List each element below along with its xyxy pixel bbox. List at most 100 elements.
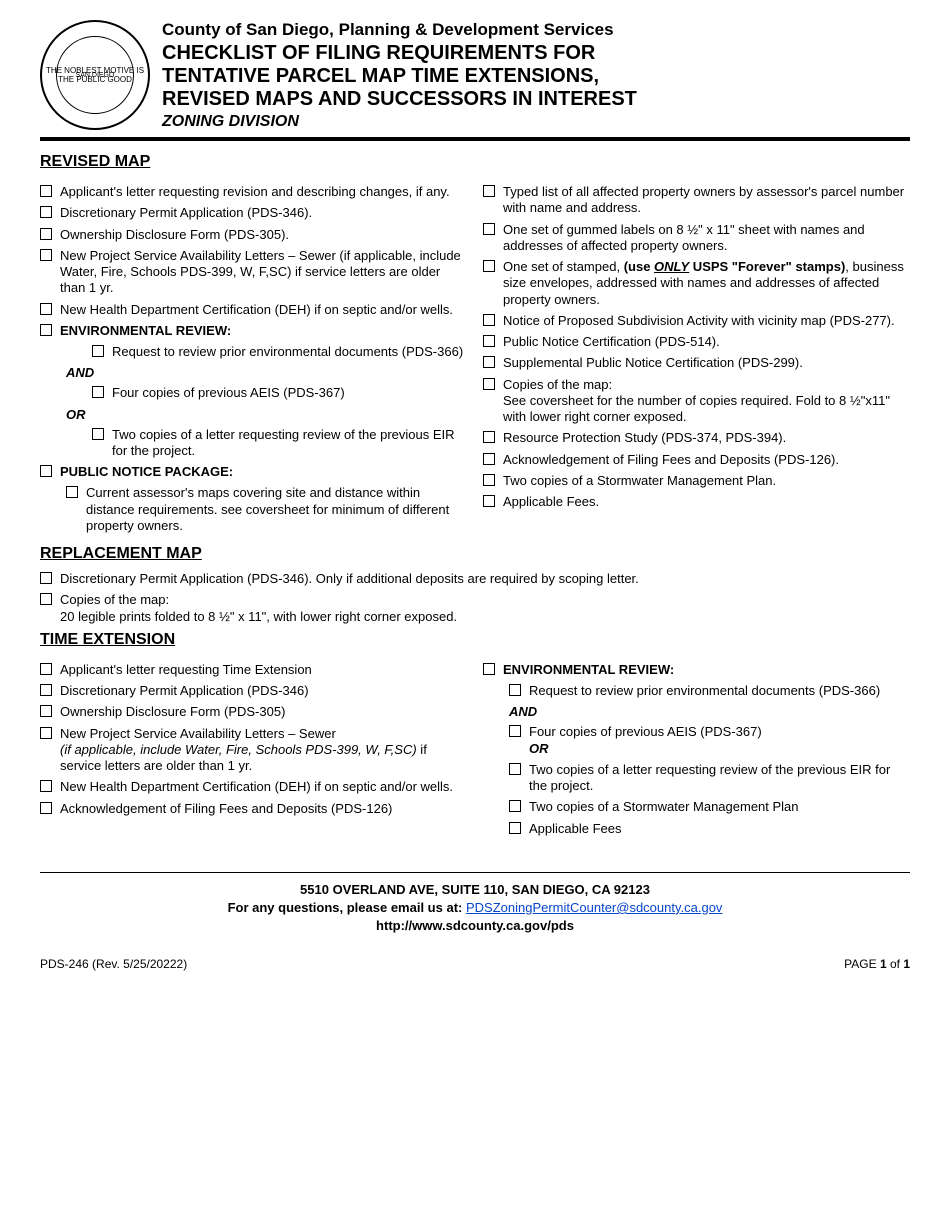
checklist-item-text: Copies of the map:See coversheet for the…	[503, 377, 910, 426]
checkbox[interactable]	[40, 228, 52, 240]
checklist-item: Ownership Disclosure Form (PDS-305).	[40, 227, 467, 243]
checklist-item-text: Two copies of a Stormwater Management Pl…	[503, 473, 910, 489]
checklist-item-text: ENVIRONMENTAL REVIEW:	[60, 323, 467, 339]
checklist-item: One set of stamped, (use ONLY USPS "Fore…	[483, 259, 910, 308]
checklist-item: Notice of Proposed Subdivision Activity …	[483, 313, 910, 329]
checkbox[interactable]	[40, 780, 52, 792]
checkbox[interactable]	[483, 356, 495, 368]
footer-block: 5510 OVERLAND AVE, SUITE 110, SAN DIEGO,…	[40, 881, 910, 936]
time-extension-left-col: Applicant's letter requesting Time Exten…	[40, 657, 467, 842]
checkbox[interactable]	[40, 802, 52, 814]
zoning-division: ZONING DIVISION	[162, 113, 910, 131]
checklist-item: ENVIRONMENTAL REVIEW:	[483, 662, 910, 678]
footer-email-link[interactable]: PDSZoningPermitCounter@sdcounty.ca.gov	[466, 900, 722, 915]
checkbox[interactable]	[40, 663, 52, 675]
time-extension-columns: Applicant's letter requesting Time Exten…	[40, 657, 910, 842]
conjunction: OR	[66, 407, 467, 422]
checklist-item: New Project Service Availability Letters…	[40, 726, 467, 775]
checklist-item: Acknowledgement of Filing Fees and Depos…	[483, 452, 910, 468]
seal-inner: SAN DIEGO	[56, 36, 134, 114]
checklist-item-text: Four copies of previous AEIS (PDS-367)	[112, 385, 467, 401]
checkbox[interactable]	[509, 800, 521, 812]
checklist-item: New Health Department Certification (DEH…	[40, 779, 467, 795]
section-replacement-map-title: REPLACEMENT MAP	[40, 545, 910, 563]
checkbox[interactable]	[40, 185, 52, 197]
checkbox[interactable]	[92, 428, 104, 440]
checkbox[interactable]	[40, 324, 52, 336]
checklist-item: Public Notice Certification (PDS-514).	[483, 334, 910, 350]
footer-rule	[40, 872, 910, 873]
checkbox[interactable]	[40, 705, 52, 717]
title-line-1: CHECKLIST OF FILING REQUIREMENTS FOR	[162, 42, 910, 65]
checkbox[interactable]	[483, 495, 495, 507]
checkbox[interactable]	[483, 474, 495, 486]
header-text: County of San Diego, Planning & Developm…	[162, 20, 910, 131]
checkbox[interactable]	[40, 465, 52, 477]
checklist-item: Applicant's letter requesting Time Exten…	[40, 662, 467, 678]
checklist-item-text: Typed list of all affected property owne…	[503, 184, 910, 217]
checklist-item-text: Ownership Disclosure Form (PDS-305)	[60, 704, 467, 720]
checklist-item: Request to review prior environmental do…	[92, 344, 467, 360]
page-number: PAGE 1 of 1	[844, 957, 910, 971]
checkbox[interactable]	[509, 684, 521, 696]
checkbox[interactable]	[483, 431, 495, 443]
checkbox[interactable]	[40, 593, 52, 605]
checkbox[interactable]	[483, 453, 495, 465]
revised-map-right-col: Typed list of all affected property owne…	[483, 179, 910, 539]
checklist-item: Applicant's letter requesting revision a…	[40, 184, 467, 200]
checklist-item-text: New Project Service Availability Letters…	[60, 726, 467, 775]
footer-questions-prefix: For any questions, please email us at:	[228, 900, 466, 915]
county-seal-icon: THE NOBLEST MOTIVE IS THE PUBLIC GOOD SA…	[40, 20, 150, 130]
checklist-item-text: Two copies of a letter requesting review…	[112, 427, 467, 460]
checkbox[interactable]	[483, 260, 495, 272]
checklist-item: Copies of the map:20 legible prints fold…	[40, 592, 910, 625]
checklist-item: Acknowledgement of Filing Fees and Depos…	[40, 801, 467, 817]
checklist-item-text: Acknowledgement of Filing Fees and Depos…	[60, 801, 467, 817]
checkbox[interactable]	[483, 223, 495, 235]
seal-inner-text: SAN DIEGO	[76, 72, 115, 79]
header-rule	[40, 137, 910, 141]
checkbox[interactable]	[66, 486, 78, 498]
checkbox[interactable]	[40, 249, 52, 261]
checkbox[interactable]	[92, 386, 104, 398]
checklist-item: Request to review prior environmental do…	[509, 683, 910, 699]
checklist-item-text: Applicable Fees	[529, 821, 910, 837]
checkbox[interactable]	[483, 314, 495, 326]
checklist-item: Two copies of a letter requesting review…	[92, 427, 467, 460]
checklist-item: Applicable Fees	[509, 821, 910, 837]
checklist-item-text: New Project Service Availability Letters…	[60, 248, 467, 297]
checkbox[interactable]	[483, 185, 495, 197]
checklist-item: ENVIRONMENTAL REVIEW:	[40, 323, 467, 339]
checkbox[interactable]	[483, 335, 495, 347]
checklist-item-text: Applicant's letter requesting revision a…	[60, 184, 467, 200]
checkbox[interactable]	[483, 378, 495, 390]
checkbox[interactable]	[40, 206, 52, 218]
checklist-item-text: Ownership Disclosure Form (PDS-305).	[60, 227, 467, 243]
checkbox[interactable]	[509, 725, 521, 737]
checkbox[interactable]	[40, 684, 52, 696]
checkbox[interactable]	[40, 303, 52, 315]
checklist-item: Two copies of a Stormwater Management Pl…	[509, 799, 910, 815]
checklist-item-text: Request to review prior environmental do…	[112, 344, 467, 360]
checklist-item-text: Discretionary Permit Application (PDS-34…	[60, 205, 467, 221]
checklist-item-text: Applicable Fees.	[503, 494, 910, 510]
checkbox[interactable]	[509, 763, 521, 775]
checkbox[interactable]	[483, 663, 495, 675]
checklist-item: Resource Protection Study (PDS-374, PDS-…	[483, 430, 910, 446]
checklist-item: New Health Department Certification (DEH…	[40, 302, 467, 318]
checkbox[interactable]	[40, 727, 52, 739]
header: THE NOBLEST MOTIVE IS THE PUBLIC GOOD SA…	[40, 20, 910, 131]
footer-url: http://www.sdcounty.ca.gov/pds	[40, 917, 910, 935]
bottom-row: PDS-246 (Rev. 5/25/20222) PAGE 1 of 1	[40, 957, 910, 971]
checklist-item: Supplemental Public Notice Certification…	[483, 355, 910, 371]
checklist-item-text: One set of stamped, (use ONLY USPS "Fore…	[503, 259, 910, 308]
checkbox[interactable]	[40, 572, 52, 584]
checklist-item: Four copies of previous AEIS (PDS-367)	[92, 385, 467, 401]
checklist-item: Two copies of a letter requesting review…	[509, 762, 910, 795]
revised-map-left-col: Applicant's letter requesting revision a…	[40, 179, 467, 539]
checklist-item: Current assessor's maps covering site an…	[66, 485, 467, 534]
checkbox[interactable]	[509, 822, 521, 834]
checklist-item-text: Request to review prior environmental do…	[529, 683, 910, 699]
checkbox[interactable]	[92, 345, 104, 357]
checklist-item: Discretionary Permit Application (PDS-34…	[40, 205, 467, 221]
